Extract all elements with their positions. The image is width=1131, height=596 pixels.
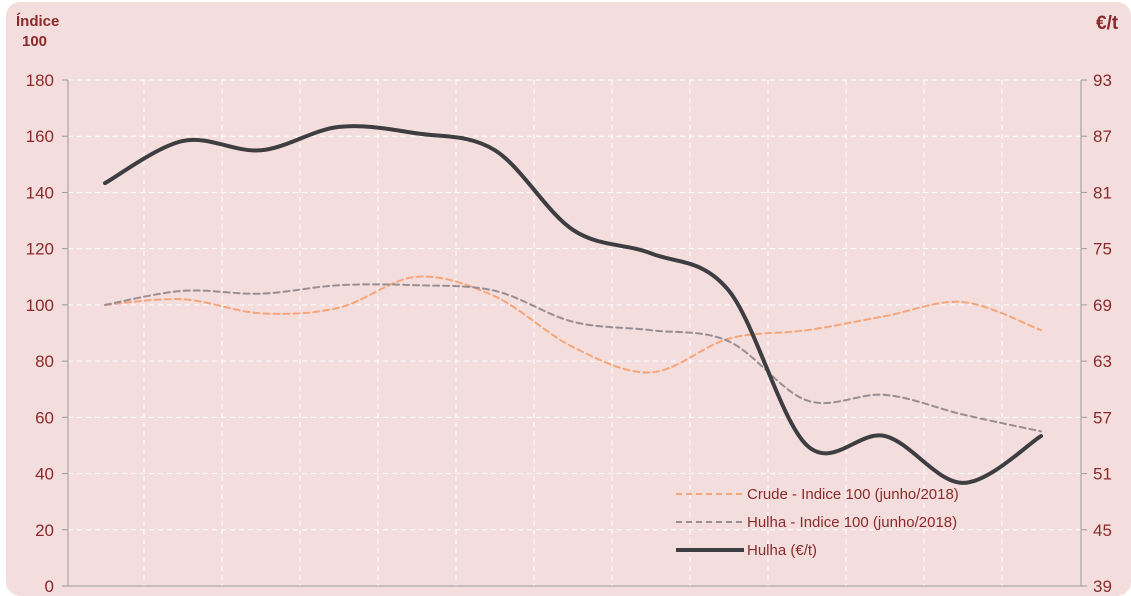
right-tick-label: 57 <box>1093 408 1112 427</box>
line-chart: 0 20 40 60 80 100 120 140 160 180 39 45 51 57 63 69 75 8… <box>16 13 1119 596</box>
left-tick-label: 100 <box>26 296 54 315</box>
left-tick-label: 60 <box>35 408 54 427</box>
right-tick-label: 63 <box>1093 352 1112 371</box>
legend-label-1: Crude - Indice 100 (junho/2018) <box>747 486 959 503</box>
legend-label-3: Hulha (€/t) <box>747 542 817 559</box>
left-tick-label: 40 <box>35 465 54 484</box>
left-axis-ticks: 0 20 40 60 80 100 120 140 160 180 <box>26 71 68 596</box>
right-tick-label: 69 <box>1093 296 1112 315</box>
left-axis-label-line1: Índice <box>16 13 59 30</box>
right-axis-ticks: 39 45 51 57 63 69 75 81 87 93 <box>1081 71 1112 596</box>
right-tick-label: 81 <box>1093 183 1112 202</box>
axes <box>67 80 1082 587</box>
right-tick-label: 75 <box>1093 240 1112 259</box>
left-tick-label: 80 <box>35 352 54 371</box>
left-tick-label: 160 <box>26 127 54 146</box>
chart-panel: 0 20 40 60 80 100 120 140 160 180 39 45 51 57 63 69 75 8… <box>6 2 1131 596</box>
legend-label-2: Hulha - Indice 100 (junho/2018) <box>747 514 957 531</box>
series-line-2 <box>104 283 1042 433</box>
left-tick-label: 0 <box>45 577 54 596</box>
right-tick-label: 93 <box>1093 71 1112 90</box>
left-tick-label: 120 <box>26 240 54 259</box>
series-line-3 <box>103 124 1043 485</box>
right-axis-label: €/t <box>1096 13 1119 34</box>
left-tick-label: 140 <box>26 183 54 202</box>
series-line-1 <box>104 275 1042 374</box>
left-tick-label: 180 <box>26 71 54 90</box>
right-tick-label: 39 <box>1093 577 1112 596</box>
left-tick-label: 20 <box>35 521 54 540</box>
grid-lines <box>68 79 1081 586</box>
left-axis-label-line2: 100 <box>22 33 47 50</box>
right-tick-label: 51 <box>1093 465 1112 484</box>
series-lines <box>103 124 1043 485</box>
right-tick-label: 45 <box>1093 521 1112 540</box>
legend: Crude - Indice 100 (junho/2018) Hulha - I… <box>676 486 959 559</box>
right-tick-label: 87 <box>1093 127 1112 146</box>
